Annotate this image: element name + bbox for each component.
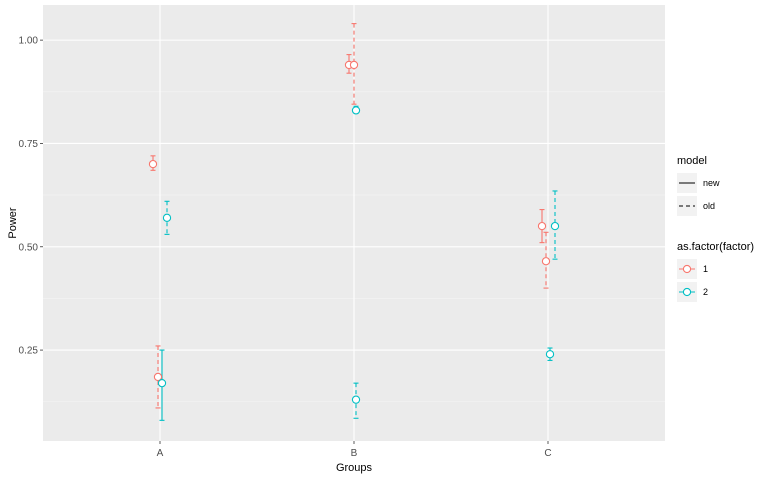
point-A-2-new: [157, 378, 167, 388]
y-axis: 0.25 0.50 0.75 1.00: [19, 36, 43, 357]
legend-label-factor-2: 2: [703, 287, 708, 297]
point-C-1-new: [537, 221, 547, 231]
legend-title-factor: as.factor(factor): [677, 241, 754, 253]
y-axis-title: Power: [7, 207, 19, 239]
point-A-1-new: [148, 159, 158, 169]
legend-title-model: model: [677, 155, 707, 167]
x-tick-label: C: [544, 448, 551, 459]
legend-label-old: old: [703, 201, 715, 211]
errorbar-C-1-old: [543, 231, 549, 289]
legend-key-point-factor-1: [682, 264, 692, 274]
point-C-1-old: [541, 257, 551, 266]
point-C-2-new: [545, 350, 555, 359]
x-axis-title: Groups: [336, 462, 373, 474]
x-tick-label: A: [157, 448, 164, 459]
major-gridlines: [43, 5, 665, 441]
legend-key-point-factor-2: [682, 287, 692, 297]
point-B-1-old: [349, 60, 359, 70]
x-tick-label: B: [351, 448, 358, 459]
data-points: [148, 60, 560, 404]
legend-label-factor-1: 1: [703, 264, 708, 274]
errorbar-B-1-old: [351, 23, 357, 105]
point-B-2-new: [351, 106, 361, 115]
point-C-2-old: [550, 221, 560, 231]
legend: model new old as.factor(factor) 1 2: [677, 155, 754, 302]
point-B-2-old: [351, 395, 361, 404]
legend-label-new: new: [703, 178, 720, 188]
errorbar-C-2-old: [552, 190, 558, 260]
point-A-2-old: [162, 213, 172, 222]
y-tick-label: 0.50: [19, 242, 39, 253]
point-A-1-old: [153, 372, 163, 382]
x-axis: A B C: [157, 441, 552, 459]
y-tick-label: 1.00: [19, 36, 39, 47]
y-tick-label: 0.25: [19, 346, 39, 357]
y-tick-label: 0.75: [19, 139, 39, 150]
